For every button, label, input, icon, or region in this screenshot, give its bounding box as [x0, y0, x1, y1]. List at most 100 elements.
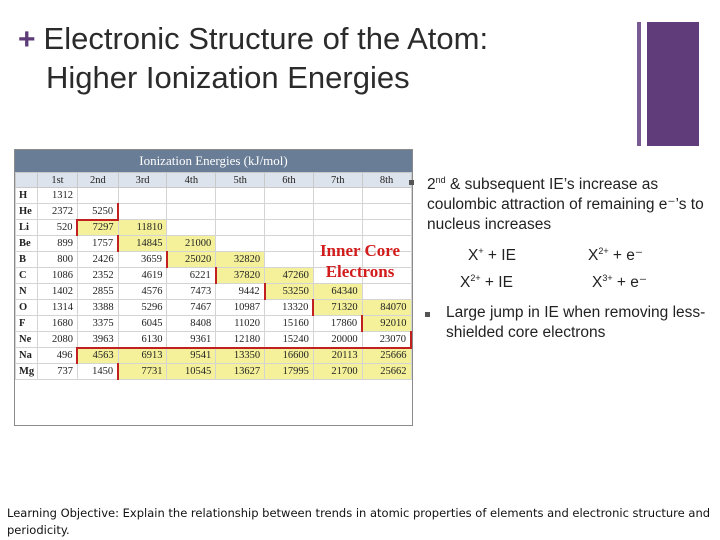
- equation-2-right: X3+ + e⁻: [592, 273, 647, 292]
- element-symbol: Be: [15, 235, 38, 252]
- table-row: H 1312: [15, 187, 412, 204]
- table-cell: [361, 267, 412, 284]
- table-cell: 14845: [117, 235, 168, 252]
- table-cell: 1314: [37, 299, 78, 316]
- table-cell: 13350: [215, 347, 266, 364]
- table-cell: 21700: [312, 363, 363, 380]
- table-row: Na 496 4563 6913 9541 13350 16600 20113 25666: [15, 347, 412, 364]
- table-cell: 7731: [117, 363, 168, 380]
- table-cell: [312, 251, 363, 268]
- table-cell: 23070: [361, 331, 412, 349]
- table-row: F 1680 3375 6045 8408 11020 15160 17860 92010: [15, 315, 412, 332]
- eq1-right-charge: 2+: [598, 246, 609, 256]
- table-cell: 13627: [215, 363, 266, 380]
- element-symbol: Mg: [15, 363, 38, 380]
- bullet-marker-2: [425, 312, 430, 317]
- equation-1-right: X2+ + e⁻: [588, 246, 643, 265]
- ionization-energy-table: Ionization Energies (kJ/mol) 1st 2nd 3rd 4t…: [14, 149, 413, 426]
- table-cell: 1312: [37, 187, 78, 204]
- learning-objective: Learning Objective: Explain the relation…: [7, 506, 711, 537]
- table-cell: 2426: [76, 251, 119, 268]
- table-cell: 4576: [117, 283, 168, 300]
- table-cell: 1086: [37, 267, 78, 284]
- column-header: 7th: [312, 172, 363, 188]
- eq2-left-species: X: [460, 274, 471, 292]
- table-cell: 64340: [312, 283, 363, 300]
- equation-2-left: X2+ + IE: [460, 273, 513, 292]
- table-cell: [312, 235, 363, 252]
- element-symbol: Na: [15, 347, 38, 364]
- table-cell: 1757: [76, 235, 120, 252]
- table-cell: 737: [37, 363, 78, 380]
- table-row: B 800 2426 3659 25020 32820: [15, 251, 412, 268]
- table-cell: 3963: [76, 331, 119, 349]
- table-cell: 5250: [76, 203, 120, 221]
- element-symbol: C: [15, 267, 38, 284]
- table-row: O 1314 3388 5296 7467 10987 13320 71320 84070: [15, 299, 412, 316]
- table-row: N 1402 2855 4576 7473 9442 53250 64340: [15, 283, 412, 300]
- table-cell: 7297: [76, 219, 119, 236]
- bullet-1: 2nd & subsequent IE’s increase as coulom…: [427, 175, 712, 235]
- table-cell: [117, 203, 168, 220]
- table-cell: [215, 219, 266, 236]
- eq1-left-charge: +: [478, 246, 484, 256]
- ie-grid: 1st 2nd 3rd 4th 5th 6th 7th 8th H 1312 He 2372 5250…: [15, 172, 412, 380]
- table-cell: 25020: [166, 251, 217, 268]
- title-line-2: Higher Ionization Energies: [46, 60, 410, 95]
- table-cell: 12180: [215, 331, 266, 349]
- table-cell: 20113: [312, 347, 363, 364]
- element-symbol: F: [15, 315, 38, 332]
- table-cell: [361, 187, 412, 204]
- slide-title: + Electronic Structure of the Atom: Highe…: [18, 20, 618, 97]
- element-symbol: Ne: [15, 331, 38, 348]
- table-cell: 10545: [166, 363, 217, 380]
- table-cell: 5296: [117, 299, 168, 316]
- table-cell: 1680: [37, 315, 78, 332]
- column-header: 4th: [166, 172, 217, 188]
- table-row: Ne 2080 3963 6130 9361 12180 15240 20000 23070: [15, 331, 412, 349]
- table-cell: 25662: [361, 363, 412, 380]
- table-row: Li 520 7297 11810: [15, 219, 412, 236]
- table-cell: [264, 219, 314, 236]
- table-cell: 3388: [76, 299, 119, 316]
- table-cell: 8408: [166, 315, 217, 332]
- table-cell: 16600: [264, 347, 314, 364]
- table-cell: [312, 267, 363, 284]
- column-header: 5th: [215, 172, 266, 188]
- element-symbol: He: [15, 203, 38, 220]
- table-cell: 7467: [166, 299, 217, 316]
- table-row: Be 899 1757 14845 21000: [15, 235, 412, 252]
- table-header-row: 1st 2nd 3rd 4th 5th 6th 7th 8th: [15, 172, 412, 188]
- table-cell: 92010: [361, 315, 412, 332]
- table-cell: 6221: [166, 267, 217, 284]
- table-cell: 17995: [264, 363, 314, 380]
- table-cell: 496: [37, 347, 79, 364]
- table-row: He 2372 5250: [15, 203, 412, 221]
- table-cell: [361, 283, 412, 300]
- element-symbol: H: [15, 187, 38, 204]
- eq2-right-rest: + e⁻: [612, 274, 648, 292]
- table-cell: [361, 251, 412, 268]
- bullet-marker-1: [409, 180, 414, 185]
- table-cell: [361, 235, 412, 252]
- table-cell: 20000: [312, 331, 363, 349]
- table-cell: 6130: [117, 331, 168, 349]
- table-cell: [76, 187, 119, 204]
- table-cell: [215, 187, 266, 204]
- eq2-right-charge: 3+: [602, 273, 613, 283]
- decorative-bar-thin: [637, 22, 641, 146]
- table-cell: 4563: [76, 347, 119, 364]
- table-cell: 15160: [264, 315, 314, 332]
- table-cell: [312, 203, 363, 220]
- table-cell: 10987: [215, 299, 266, 316]
- eq2-right-species: X: [592, 274, 603, 292]
- column-header: 8th: [361, 172, 412, 188]
- bullet-1-text: & subsequent IE’s increase as coulombic …: [427, 176, 704, 233]
- table-cell: 11810: [117, 219, 168, 236]
- table-cell: [117, 187, 168, 204]
- eq1-left-species: X: [468, 247, 479, 265]
- table-row: Mg 737 1450 7731 10545 13627 17995 21700 25662: [15, 363, 412, 380]
- column-header: 3rd: [117, 172, 168, 188]
- table-cell: 37820: [215, 267, 266, 284]
- column-header: 6th: [264, 172, 314, 188]
